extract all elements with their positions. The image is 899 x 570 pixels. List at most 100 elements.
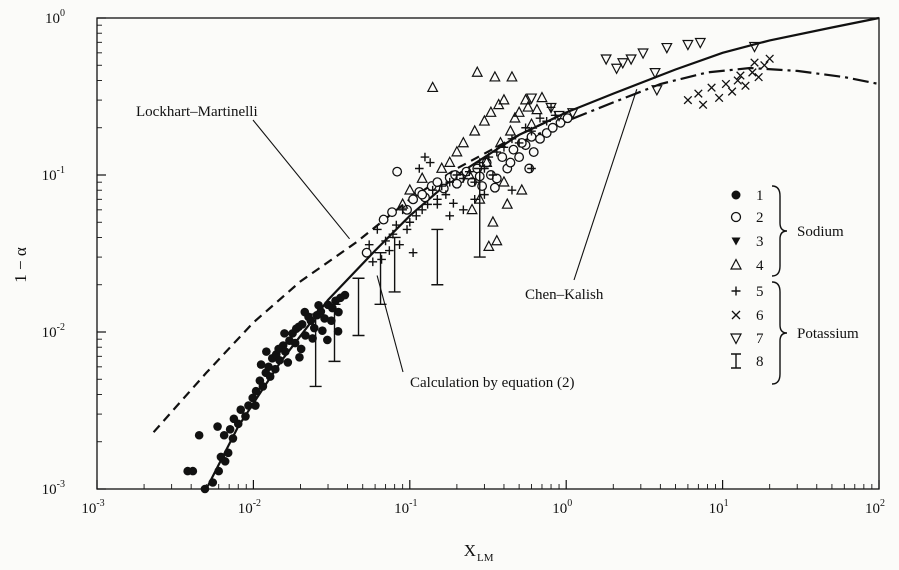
- point-plus: [373, 225, 382, 234]
- point-plus: [459, 205, 468, 215]
- chart-points: [183, 37, 774, 494]
- point-open-triangle-down: [682, 39, 694, 51]
- x-tick-base: 10: [394, 501, 409, 517]
- point-cross: [750, 58, 759, 67]
- curve-dash-dot: [518, 66, 880, 144]
- point-plus: [420, 152, 430, 162]
- point-plus: [452, 170, 462, 180]
- point-filled-circle: [248, 393, 258, 403]
- x-tick-base: 10: [238, 501, 253, 517]
- point-filled-circle: [194, 430, 204, 440]
- legend-marker-open-circle: [730, 211, 742, 223]
- point-errorbar: [374, 251, 387, 306]
- chart-curves: [152, 16, 880, 490]
- x-tick-label: 10-3: [81, 498, 104, 517]
- point-open-triangle-up: [478, 114, 491, 126]
- y-tick-exponent: -3: [57, 479, 65, 490]
- point-filled-circle: [314, 300, 323, 310]
- legend-label: 4: [756, 258, 764, 274]
- y-tick-exponent: -2: [57, 322, 65, 333]
- point-open-triangle-up: [509, 111, 521, 123]
- legend-marker-errorbar: [731, 353, 741, 369]
- point-filled-circle: [327, 316, 336, 326]
- point-filled-circle: [296, 344, 306, 354]
- point-cross: [683, 95, 693, 105]
- point-filled-circle: [333, 327, 343, 336]
- point-errorbar: [473, 167, 486, 258]
- point-errorbar: [328, 303, 341, 363]
- point-open-circle: [562, 113, 573, 124]
- x-tick-base: 10: [81, 501, 96, 517]
- point-plus: [364, 240, 374, 249]
- point-filled-circle: [256, 360, 266, 369]
- point-plus: [441, 190, 451, 199]
- point-plus: [527, 164, 536, 173]
- point-open-circle: [497, 152, 508, 163]
- legend-group-sodium: Sodium: [797, 224, 844, 240]
- point-errorbar: [309, 313, 322, 388]
- x-tick-exponent: -2: [253, 498, 261, 509]
- point-filled-circle: [291, 324, 301, 333]
- y-tick-exponent: 0: [60, 8, 65, 19]
- point-cross: [754, 72, 763, 82]
- point-plus: [445, 177, 455, 187]
- point-plus: [480, 190, 489, 199]
- point-filled-circle: [214, 466, 224, 476]
- point-filled-circle: [301, 331, 310, 340]
- point-plus: [475, 158, 485, 167]
- point-filled-circle: [323, 335, 332, 345]
- x-tick-exponent: -3: [96, 498, 104, 509]
- curve-dashed: [152, 111, 567, 433]
- point-open-circle: [392, 166, 403, 177]
- x-tick-label: 10-1: [394, 498, 417, 517]
- point-cross: [707, 83, 716, 92]
- chart-legend: 1 2 3 4 5 6 7 8 Sodium Potassium: [730, 185, 859, 385]
- annotation-chen-kalish: Chen–Kalish: [525, 287, 604, 303]
- point-filled-circle: [264, 362, 273, 372]
- point-open-triangle-up: [491, 234, 503, 246]
- point-open-circle: [514, 152, 525, 163]
- point-filled-circle: [283, 358, 293, 367]
- point-filled-circle: [251, 386, 261, 396]
- point-open-triangle-down: [649, 68, 661, 80]
- y-tick-label: 100: [45, 8, 65, 27]
- point-open-triangle-up: [515, 183, 528, 195]
- point-plus: [377, 255, 386, 264]
- y-tick-base: 10: [42, 325, 57, 341]
- point-plus: [402, 225, 412, 234]
- legend-group-potassium: Potassium: [797, 326, 859, 342]
- x-tick-exponent: 1: [724, 498, 729, 509]
- point-open-triangle-down: [545, 102, 557, 114]
- x-tick-label: 10-2: [238, 498, 261, 517]
- point-cross: [736, 71, 745, 80]
- x-tick-base: 10: [709, 501, 724, 517]
- curve-solid: [205, 16, 880, 490]
- point-plus: [405, 217, 415, 227]
- point-open-circle: [489, 182, 500, 193]
- legend-marker-open-triangle-up: [730, 258, 742, 270]
- x-axis-label-subscript: LM: [477, 552, 494, 564]
- point-open-triangle-up: [513, 105, 525, 117]
- legend-label: 1: [756, 188, 764, 204]
- point-cross: [721, 79, 731, 89]
- point-open-triangle-up: [466, 203, 478, 215]
- point-open-triangle-down: [651, 85, 663, 97]
- y-tick-base: 10: [42, 168, 57, 184]
- point-cross: [714, 93, 724, 103]
- point-filled-circle: [233, 419, 243, 429]
- point-open-circle: [547, 122, 558, 133]
- legend-brace-sodium: [771, 185, 788, 277]
- point-filled-circle: [300, 307, 310, 317]
- point-filled-circle: [334, 307, 343, 317]
- point-open-triangle-up: [463, 168, 476, 180]
- point-plus: [423, 200, 432, 209]
- point-open-circle: [378, 214, 389, 225]
- point-filled-circle: [308, 334, 317, 343]
- point-open-triangle-up: [501, 197, 514, 209]
- point-open-triangle-up: [522, 100, 534, 112]
- x-tick-label: 100: [552, 498, 572, 517]
- point-open-triangle-down: [625, 54, 637, 66]
- x-axis-ticks: 10-3 10-2 10-1 100 101 102: [81, 480, 885, 517]
- point-cross: [765, 54, 774, 64]
